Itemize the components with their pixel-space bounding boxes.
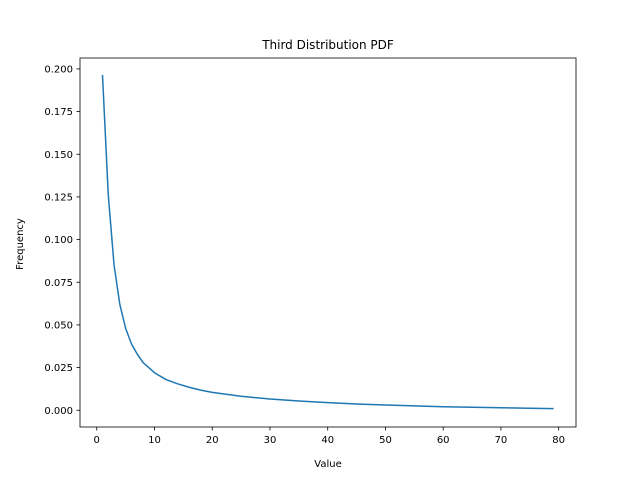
x-tick-label: 30: [264, 435, 277, 446]
series-line-0: [101, 74, 554, 410]
x-tick-label: 10: [148, 435, 161, 446]
x-tick-label: 60: [437, 435, 450, 446]
y-tick-label: 0.150: [44, 150, 73, 161]
x-axis-label: Value: [314, 459, 341, 470]
y-tick-label: 0.200: [44, 64, 73, 75]
x-tick-label: 0: [94, 435, 100, 446]
y-tick-label: 0.175: [44, 107, 73, 118]
x-tick-label: 80: [552, 435, 565, 446]
y-tick-label: 0.000: [44, 406, 73, 417]
plot-frame: [79, 57, 577, 428]
plot-area: [79, 57, 577, 428]
x-tick-label: 20: [206, 435, 219, 446]
y-axis: 0.000 0.025 0.050 0.075 0.100 0.125 0.150 0.175…: [44, 64, 80, 417]
series-layer: [101, 74, 554, 410]
x-axis: 0 10 20 30 40 50 60 70 80: [94, 427, 565, 446]
y-tick-label: 0.050: [44, 320, 73, 331]
y-tick-label: 0.075: [44, 278, 73, 289]
chart-title: Third Distribution PDF: [261, 38, 394, 52]
y-tick-label: 0.025: [44, 363, 73, 374]
x-tick-label: 70: [495, 435, 508, 446]
x-tick-label: 50: [379, 435, 392, 446]
x-tick-label: 40: [321, 435, 334, 446]
y-tick-label: 0.125: [44, 192, 73, 203]
y-tick-label: 0.100: [44, 235, 73, 246]
y-axis-label: Frequency: [15, 218, 26, 270]
